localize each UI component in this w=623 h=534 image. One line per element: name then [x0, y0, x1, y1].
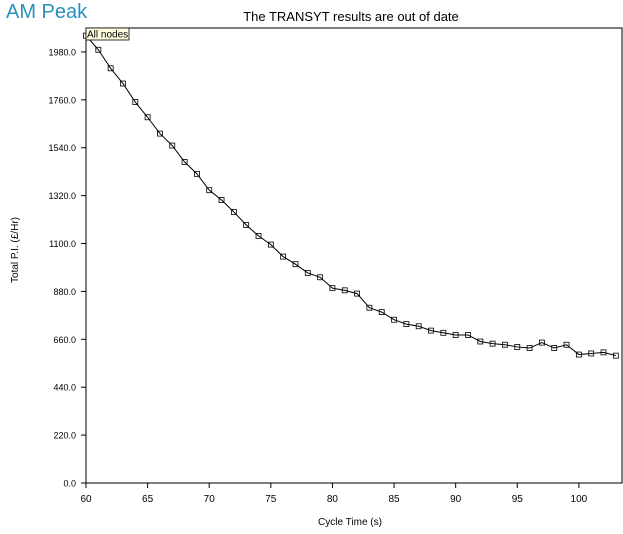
data-point — [588, 350, 595, 357]
data-point — [452, 332, 459, 338]
data-point — [280, 253, 287, 260]
data-point — [575, 351, 582, 358]
x-tick-label: 85 — [388, 494, 400, 505]
chart-title: The TRANSYT results are out of date — [243, 9, 459, 24]
data-point — [514, 344, 521, 350]
data-point — [230, 209, 237, 215]
x-tick-label: 60 — [80, 494, 92, 505]
y-axis: 0.0 220.0 440.0 660.0 880.0 1100.0 1320.0 1540.… — [48, 47, 86, 489]
data-point — [243, 222, 250, 228]
data-point — [428, 327, 434, 334]
legend-box: All nodes — [85, 27, 130, 41]
legend-label: All nodes — [87, 30, 128, 41]
y-tick-label: 1980.0 — [48, 47, 76, 57]
data-point — [415, 323, 422, 330]
data-point — [206, 187, 213, 194]
data-point — [526, 345, 533, 351]
y-tick-label: 1760.0 — [48, 95, 76, 105]
y-tick-label: 440.0 — [53, 383, 76, 393]
y-tick-label: 660.0 — [53, 335, 76, 345]
series-line — [85, 35, 616, 357]
x-tick-label: 95 — [512, 494, 524, 505]
y-tick-label: 1320.0 — [48, 191, 76, 201]
data-point — [218, 197, 225, 203]
data-point — [132, 99, 139, 105]
x-tick-label: 80 — [327, 494, 339, 505]
data-point — [378, 309, 385, 316]
data-point — [329, 285, 336, 292]
data-point — [341, 287, 348, 294]
data-point — [489, 340, 496, 347]
view-title: AM Peak — [6, 1, 88, 23]
data-point — [317, 274, 324, 281]
y-tick-label: 1100.0 — [49, 239, 76, 249]
x-tick-label: 70 — [204, 494, 216, 505]
y-tick-label: 0.0 — [63, 479, 76, 489]
data-point — [95, 46, 102, 53]
data-point — [193, 170, 200, 177]
data-point — [144, 114, 151, 121]
data-point — [107, 65, 114, 72]
y-tick-label: 880.0 — [53, 287, 76, 297]
data-point — [157, 130, 163, 137]
data-point — [477, 338, 484, 345]
data-point — [181, 158, 188, 165]
data-point — [169, 142, 176, 149]
data-point — [366, 304, 373, 311]
x-tick-label: 75 — [265, 494, 277, 505]
plot-area — [85, 27, 623, 484]
data-point — [292, 261, 299, 268]
x-tick-label: 65 — [142, 494, 154, 505]
x-axis-label: Cycle Time (s) — [318, 517, 382, 528]
data-point — [403, 321, 410, 327]
data-point — [304, 270, 311, 276]
data-point — [255, 233, 262, 239]
y-tick-label: 220.0 — [53, 431, 76, 441]
data-point — [600, 349, 607, 356]
data-point — [465, 332, 471, 338]
x-tick-label: 90 — [450, 494, 462, 505]
data-point — [440, 329, 447, 336]
data-point — [267, 241, 274, 248]
series-layer — [83, 32, 619, 359]
x-axis: 60 65 70 75 80 85 90 95 100 — [80, 483, 588, 505]
data-point — [502, 341, 508, 348]
data-point — [612, 352, 619, 359]
y-axis-label: Total P.I. (£/Hr) — [10, 217, 21, 283]
data-point — [120, 80, 126, 87]
data-point — [391, 316, 397, 323]
data-point — [539, 339, 545, 346]
data-point — [354, 290, 360, 297]
y-tick-label: 1540.0 — [48, 143, 76, 153]
data-point — [563, 341, 570, 348]
legend-background — [85, 27, 130, 41]
plot-border — [85, 27, 623, 484]
data-point — [551, 345, 558, 351]
x-tick-label: 100 — [571, 494, 588, 505]
